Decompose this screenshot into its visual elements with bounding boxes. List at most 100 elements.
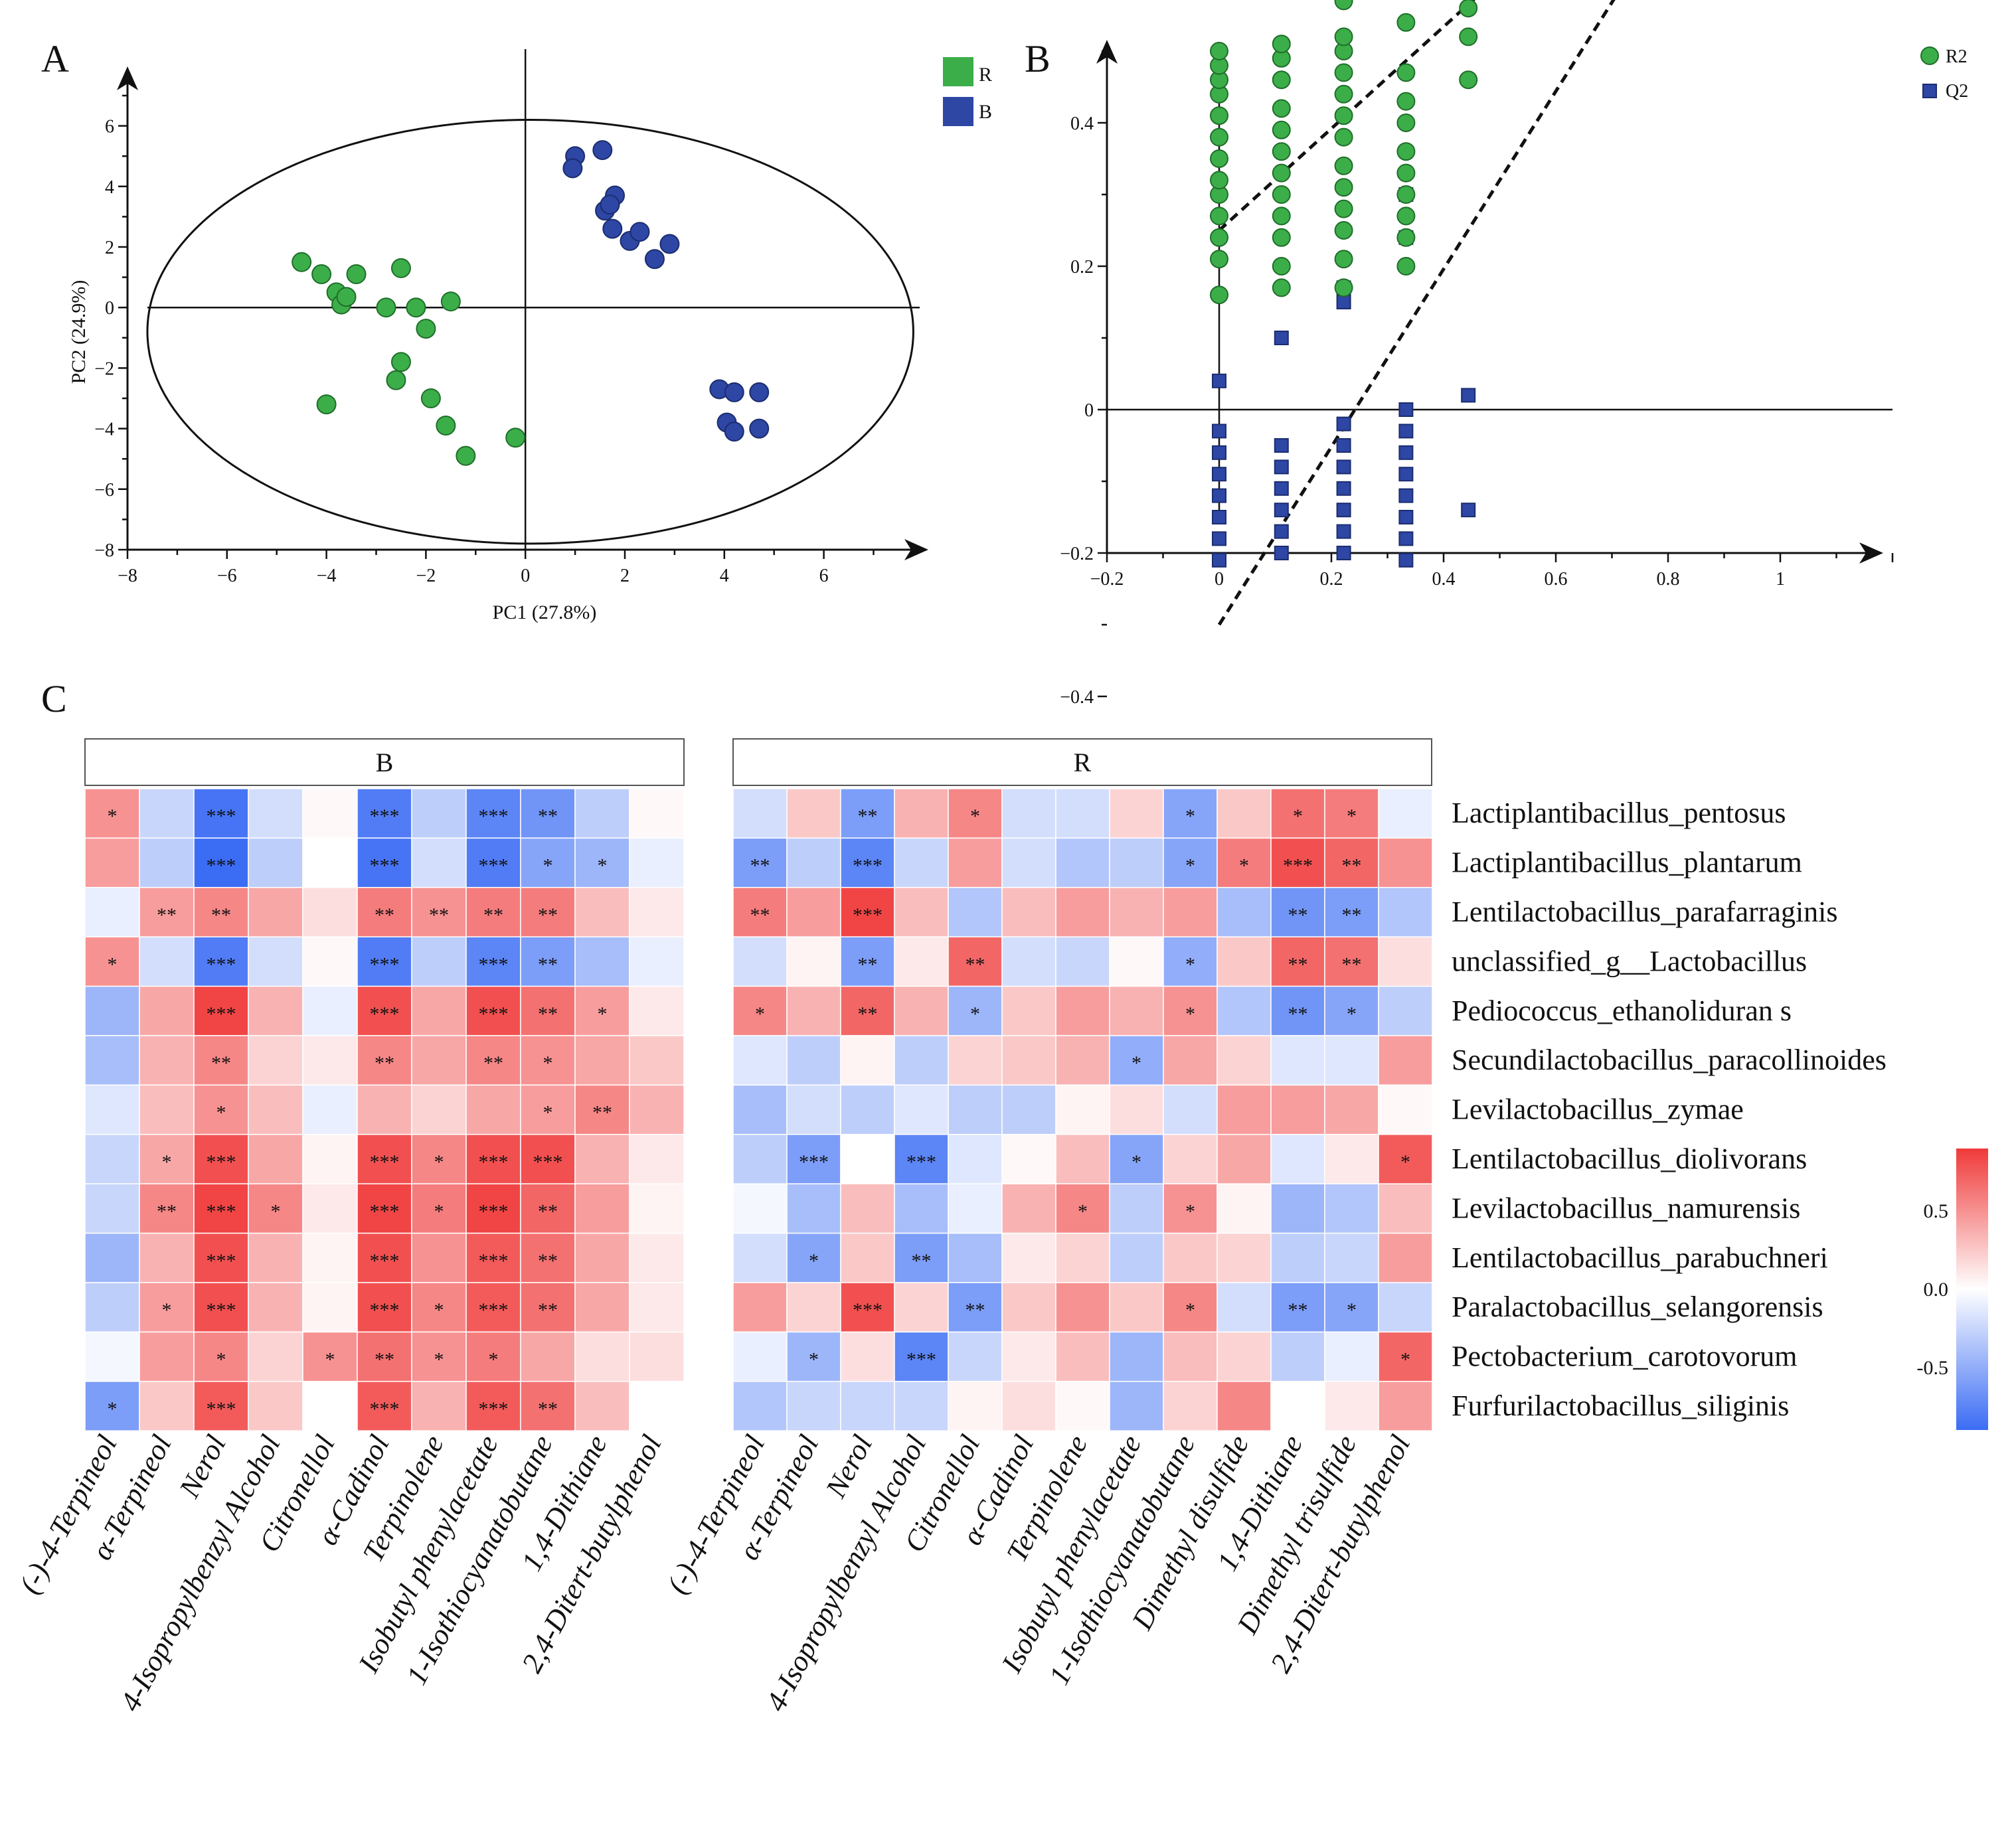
heatmap-cell (1163, 1183, 1218, 1234)
heatmap-cell (1378, 837, 1433, 888)
significance-star: * (1185, 1200, 1195, 1222)
heatmap-cell (574, 887, 630, 937)
strip-b (84, 738, 685, 786)
heatmap-cell (520, 1232, 576, 1283)
heatmap-cell (786, 1035, 841, 1086)
heatmap-cell (193, 837, 249, 888)
heatmap-cell (193, 788, 249, 839)
heatmap-row-label: Levilactobacillus_namurensis (1452, 1192, 1800, 1224)
heatmap-cell (139, 1084, 195, 1135)
heatmap-cell (732, 837, 788, 888)
heatmap-cell (732, 1282, 788, 1333)
legend-label-r: R (979, 64, 992, 86)
significance-star: * (1400, 1151, 1410, 1173)
heatmap-cell (894, 1331, 949, 1382)
heatmap-cell (193, 887, 249, 937)
significance-star: ** (157, 904, 177, 926)
heatmap-cell (1217, 1183, 1272, 1234)
pca-x-tick-label: 0 (521, 566, 530, 586)
significance-star: *** (479, 855, 509, 877)
permutation-point-q2 (1212, 552, 1226, 568)
pca-x-tick-label: −4 (317, 566, 337, 586)
permutation-point-q2 (1398, 552, 1414, 568)
heatmap-row-label: Lentilactobacillus_diolivorans (1452, 1143, 1807, 1175)
heatmap-cell (248, 1232, 303, 1283)
heatmap-cell (574, 985, 630, 1036)
heatmap-cell (732, 936, 788, 987)
pca-x-tick-label: 2 (620, 566, 630, 586)
pca-point-b (600, 195, 620, 215)
significance-star: *** (853, 904, 882, 926)
significance-star: * (1400, 1349, 1410, 1371)
heatmap-cell (948, 1331, 1003, 1382)
permutation-point-r2 (1210, 206, 1228, 226)
heatmap-cell (139, 1035, 195, 1086)
permutation-point-r2 (1210, 228, 1228, 247)
pca-point-b (724, 422, 744, 442)
heatmap-cell (1163, 1282, 1218, 1333)
heatmap-cell (1324, 1381, 1379, 1431)
heatmap-row-label: Lentilactobacillus_parafarraginis (1452, 896, 1838, 928)
colorbar-tick-label: 0.0 (1924, 1279, 1949, 1301)
permutation-point-q2 (1336, 524, 1351, 539)
permutation-x-axis-arrow (1859, 542, 1883, 564)
heatmap-cell (840, 1084, 895, 1135)
heatmap-cell (1324, 1084, 1379, 1135)
heatmap-cell (84, 887, 140, 937)
significance-star: ** (1288, 953, 1308, 975)
heatmap-cell (248, 1282, 303, 1333)
heatmap-cell (1001, 1084, 1056, 1135)
pca-x-tick-label: 4 (720, 566, 729, 586)
significance-star: * (1132, 1052, 1141, 1074)
significance-star: * (434, 1200, 444, 1222)
heatmap-cell (894, 1183, 949, 1234)
permutation-point-r2 (1272, 163, 1291, 183)
heatmap-cell (574, 1134, 630, 1184)
heatmap-cell (139, 837, 195, 888)
heatmap-cell (948, 1282, 1003, 1333)
heatmap-cell (574, 1331, 630, 1382)
significance-star: ** (912, 1250, 932, 1272)
heatmap-cell (302, 1381, 358, 1431)
significance-star: * (543, 1052, 553, 1074)
heatmap-cell (1270, 1035, 1325, 1086)
strip-label-r: R (1074, 748, 1092, 777)
heatmap-cell (1270, 1331, 1325, 1382)
heatmap-cell (139, 1381, 195, 1431)
heatmap-cell (302, 1084, 358, 1135)
legend-label-q2: Q2 (1946, 81, 1968, 102)
significance-star: * (1185, 805, 1195, 827)
permutation-point-q2 (1212, 424, 1226, 439)
heatmap-cell (1109, 1183, 1164, 1234)
heatmap-cell (894, 887, 949, 937)
significance-star: * (1132, 1151, 1141, 1173)
heatmap-cell (1217, 1381, 1272, 1431)
heatmap-cell (1163, 837, 1218, 888)
pca-point-r (416, 319, 436, 339)
heatmap-cell (302, 1183, 358, 1234)
heatmap-cell (1163, 788, 1218, 839)
significance-star: *** (207, 855, 236, 877)
permutation-point-q2 (1398, 402, 1414, 417)
heatmap-cell (1055, 1232, 1110, 1283)
significance-star: *** (370, 1250, 400, 1272)
heatmap-cell (302, 1331, 358, 1382)
pca-x-axis-arrow (904, 539, 928, 560)
permutation-x-tick-label: 0.4 (1432, 569, 1456, 590)
heatmap-cell (248, 1331, 303, 1382)
permutation-point-q2 (1398, 467, 1414, 482)
heatmap-cell (786, 1134, 841, 1184)
permutation-point-r2 (1210, 127, 1228, 147)
heatmap-cell (84, 936, 140, 987)
significance-star: ** (1288, 1299, 1308, 1321)
heatmap-cell (520, 1035, 576, 1086)
heatmap-cell (1001, 1035, 1056, 1086)
heatmap-cell (1270, 1134, 1325, 1184)
heatmap-cell (139, 1282, 195, 1333)
permutation-point-r2 (1210, 42, 1228, 60)
permutation-point-r2 (1334, 0, 1353, 11)
pca-point-r (316, 394, 337, 415)
significance-star: * (489, 1349, 499, 1371)
heatmap-cell (948, 837, 1003, 888)
heatmap-cell (840, 1035, 895, 1086)
